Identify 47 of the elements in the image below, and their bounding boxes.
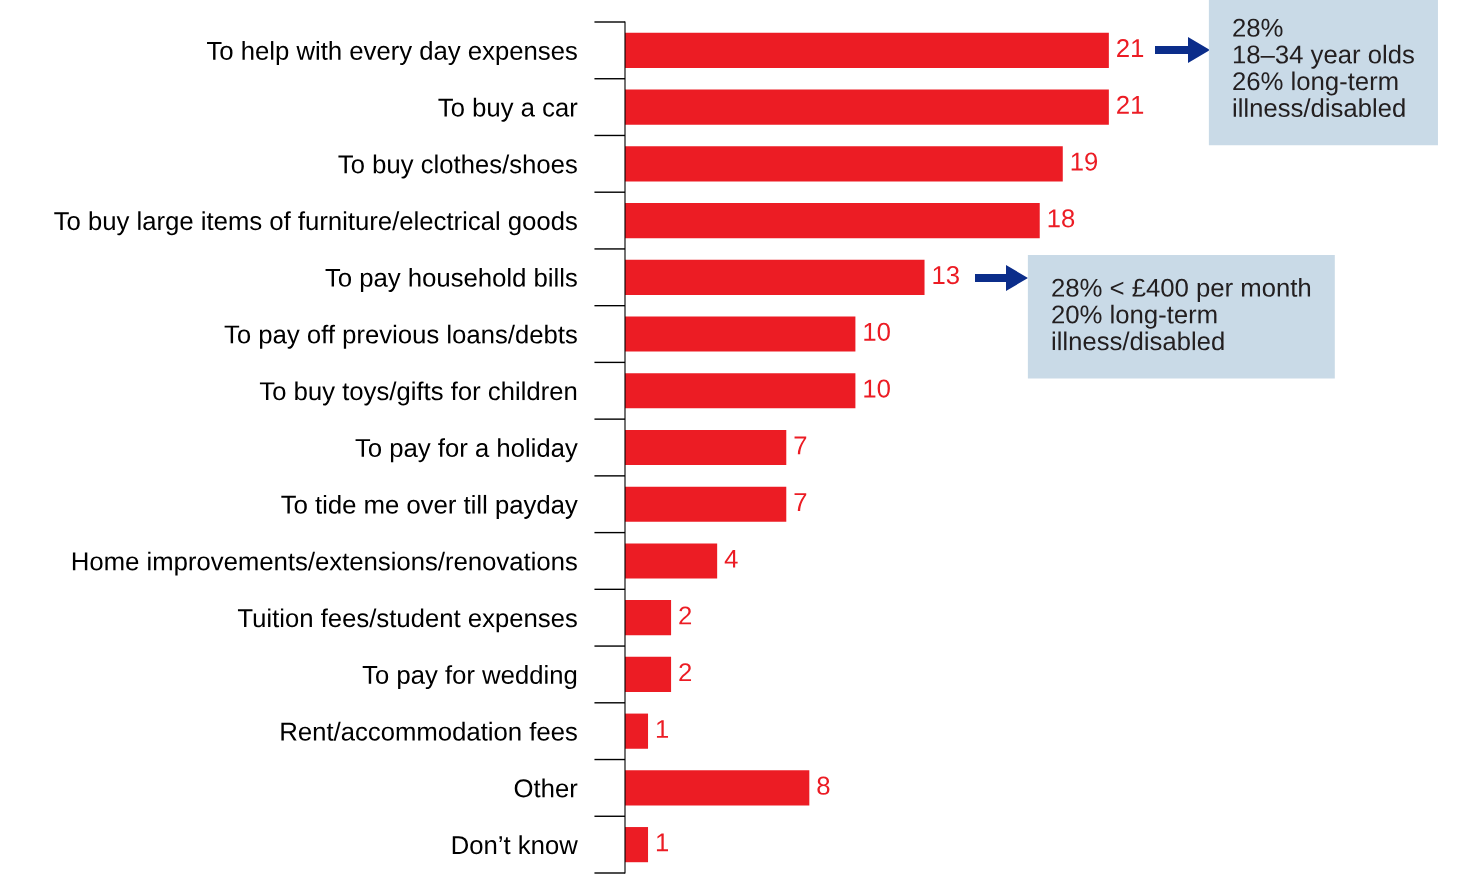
data-label: 10 (864, 322, 890, 341)
data-label: 21 (1117, 95, 1144, 114)
data-label: 8 (817, 776, 830, 795)
text: 28% 18–34 year olds 26% long-term illness/disabled (1233, 18, 1414, 118)
data-label: 2 (679, 663, 692, 682)
y-tick-label: To buy a car (438, 97, 578, 122)
bar (625, 202, 1040, 239)
bar (625, 486, 787, 522)
annotation: 28% < £400 per month 20% long-term illness/disabled (1052, 278, 1311, 351)
y-tick-label: Rent/accommodation fees (281, 721, 577, 741)
bar (625, 146, 1063, 182)
y-tick-label: To help with every day expenses (207, 41, 577, 66)
bar (625, 543, 718, 579)
data-label: 4 (724, 549, 738, 568)
bar (625, 770, 810, 806)
data-label: 13 (933, 266, 959, 285)
bar (625, 316, 856, 352)
y-tick-label: Home improvements/extensions/renovations (72, 551, 577, 576)
y-tick-label: To buy large items of furniture/electrical goods (54, 211, 577, 236)
y-tick-label: To pay household bills (325, 267, 577, 292)
y-tick-label: To tide me over till payday (281, 494, 578, 519)
y-tick-label: To pay off previous loans/debts (224, 324, 577, 349)
y-tick-label: Other (514, 778, 578, 798)
bar (625, 713, 649, 749)
data-label: 7 (794, 436, 807, 455)
y-tick-label: To pay for a holiday (355, 438, 578, 463)
data-label: 21 (1117, 39, 1144, 58)
bar (625, 429, 787, 466)
y-tick-label: Don’t know (452, 835, 578, 855)
bar (625, 373, 856, 409)
bar (625, 600, 672, 636)
bar (625, 259, 925, 295)
data-label: 1 (656, 833, 669, 852)
y-tick-label: To buy toys/gifts for children (259, 381, 577, 406)
y-tick-label: Tuition fees/student expenses (237, 608, 577, 633)
bar (625, 656, 672, 693)
data-label: 2 (679, 606, 692, 625)
data-label: 18 (1048, 209, 1075, 228)
data-label: 7 (794, 493, 807, 511)
bar (625, 89, 1109, 125)
y-tick-label: To pay for wedding (362, 665, 577, 690)
data-label: 1 (656, 720, 669, 738)
data-label: 19 (1071, 152, 1098, 171)
y-tick-label: To buy clothes/shoes (338, 154, 577, 179)
data-label: 10 (864, 379, 890, 398)
bar (625, 32, 1109, 68)
bar (625, 827, 649, 863)
